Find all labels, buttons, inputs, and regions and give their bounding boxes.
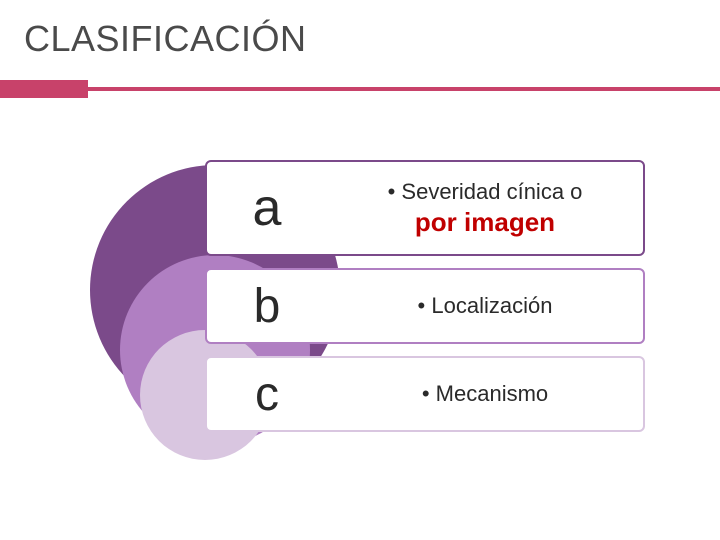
row-a-letter: a (207, 162, 327, 254)
row-b-content: • Localización (327, 270, 643, 342)
underline-line (88, 87, 720, 91)
row-a-bullet: • Severidad cínica o (388, 179, 583, 205)
row-a-emphasis: por imagen (415, 207, 555, 238)
page-title: CLASIFICACIÓN (24, 18, 307, 60)
row-a: a • Severidad cínica o por imagen (205, 160, 645, 256)
row-b-bullet: • Localización (418, 293, 553, 319)
classification-rows: a • Severidad cínica o por imagen b • Lo… (205, 160, 645, 444)
row-c-letter: c (207, 358, 327, 430)
row-c-bullet: • Mecanismo (422, 381, 548, 407)
row-a-content: • Severidad cínica o por imagen (327, 162, 643, 254)
row-b: b • Localización (205, 268, 645, 344)
underline-block (0, 80, 88, 98)
row-c-content: • Mecanismo (327, 358, 643, 430)
row-c: c • Mecanismo (205, 356, 645, 432)
row-b-letter: b (207, 270, 327, 342)
